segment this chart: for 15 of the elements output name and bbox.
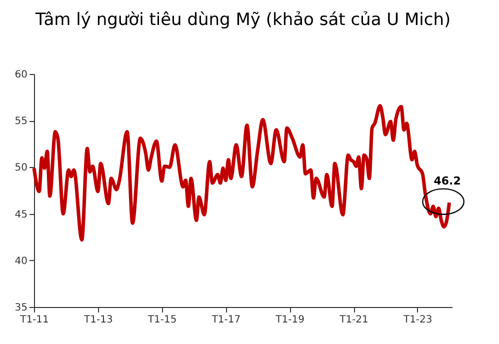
x-tick-label: T1-17 xyxy=(210,314,241,326)
x-tick-label: T1-23 xyxy=(402,314,432,326)
x-tick-label: T1-13 xyxy=(83,314,113,326)
y-tick-label: 35 xyxy=(14,302,28,314)
y-tick-label: 50 xyxy=(14,162,28,174)
x-tick-label: T1-11 xyxy=(19,314,49,326)
chart-title: Tâm lý người tiêu dùng Mỹ (khảo sát của U Mich) xyxy=(34,10,451,30)
y-tick-label: 60 xyxy=(14,70,28,80)
x-tick-label: T1-15 xyxy=(146,314,177,326)
y-tick-label: 55 xyxy=(14,116,28,128)
y-tick-label: 40 xyxy=(14,256,28,267)
y-tick-label: 45 xyxy=(14,209,28,220)
annotation: 46.2 xyxy=(434,174,461,188)
x-tick-label: T1-19 xyxy=(274,314,304,326)
x-tick-label: T1-21 xyxy=(338,314,368,326)
